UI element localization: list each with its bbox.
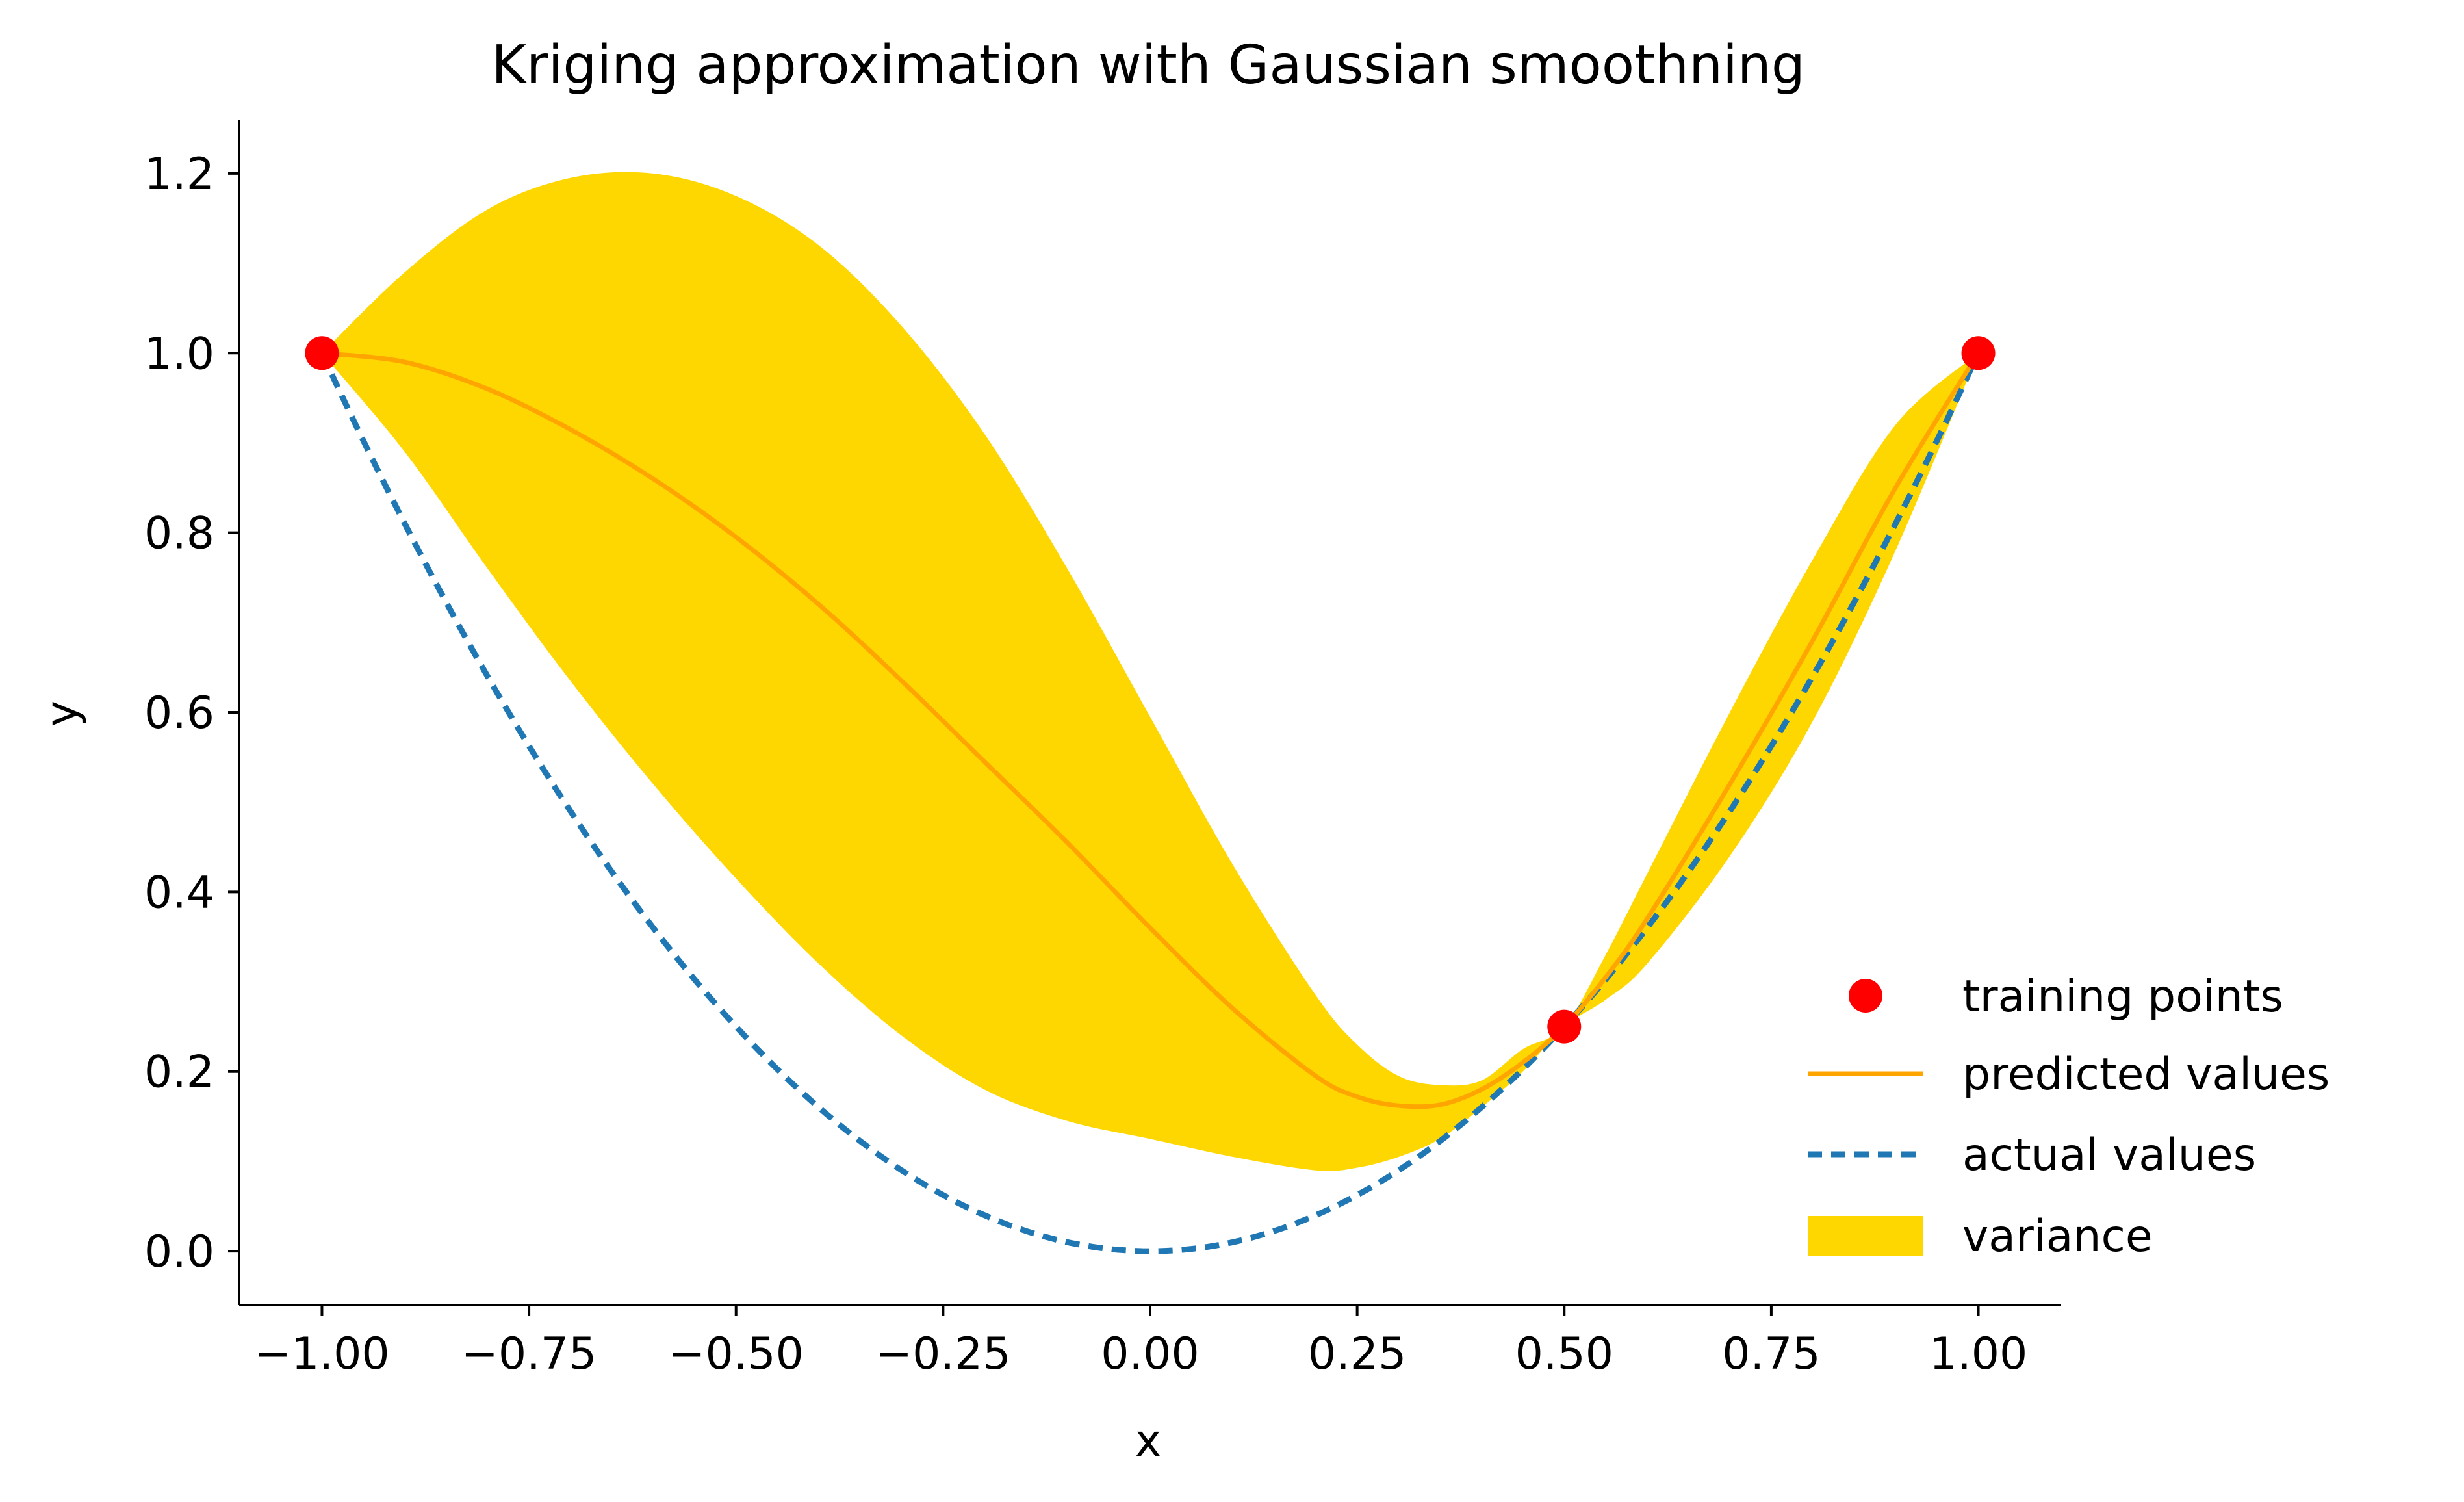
- y-tick-label: 0.2: [144, 1047, 214, 1098]
- x-tick-label: 1.00: [1929, 1328, 2027, 1380]
- x-tick-label: −1.00: [254, 1328, 389, 1380]
- predicted-values-line: [322, 350, 1981, 1109]
- legend-variance-label: variance: [1962, 1211, 2153, 1262]
- legend-predicted-label: predicted values: [1962, 1049, 2329, 1100]
- x-ticks: −1.00 −0.75 −0.50 −0.25 0.00 0.25 0.50 0.75 1.00: [254, 1305, 2027, 1380]
- training-point: [1547, 1009, 1582, 1044]
- training-point: [1961, 336, 1996, 370]
- legend-training-label: training points: [1962, 971, 2283, 1022]
- x-tick-label: −0.50: [669, 1328, 804, 1380]
- actual-values-line: [319, 352, 1981, 1254]
- legend-actual-label: actual values: [1962, 1130, 2256, 1181]
- x-tick-label: 0.25: [1308, 1328, 1406, 1380]
- y-tick-label: 1.0: [144, 328, 214, 380]
- legend-training-marker: [1849, 979, 1882, 1013]
- variance-band: [322, 172, 1979, 1171]
- y-tick-label: 0.0: [144, 1226, 214, 1278]
- legend: training points predicted values actual …: [1808, 971, 2329, 1262]
- x-tick-label: 0.75: [1722, 1328, 1820, 1380]
- plot-area: [305, 172, 1996, 1254]
- y-tick-label: 0.8: [144, 508, 214, 560]
- x-tick-label: −0.25: [875, 1328, 1010, 1380]
- chart-title: Kriging approximation with Gaussian smoo…: [491, 34, 1805, 96]
- training-points: [305, 336, 1996, 1044]
- y-tick-label: 1.2: [144, 149, 214, 200]
- y-axis-label: y: [36, 701, 88, 727]
- x-axis-label: x: [1135, 1416, 1161, 1467]
- y-ticks: 0.0 0.2 0.4 0.6 0.8 1.0 1.2: [144, 149, 239, 1278]
- axes: −1.00 −0.75 −0.50 −0.25 0.00 0.25 0.50 0.75 1.00…: [144, 120, 2061, 1380]
- x-tick-label: 0.00: [1101, 1328, 1199, 1380]
- legend-variance-marker: [1808, 1216, 1923, 1256]
- y-tick-label: 0.4: [144, 867, 214, 918]
- x-tick-label: −0.75: [461, 1328, 597, 1380]
- y-tick-label: 0.6: [144, 688, 214, 739]
- training-point: [305, 336, 339, 370]
- x-tick-label: 0.50: [1515, 1328, 1613, 1380]
